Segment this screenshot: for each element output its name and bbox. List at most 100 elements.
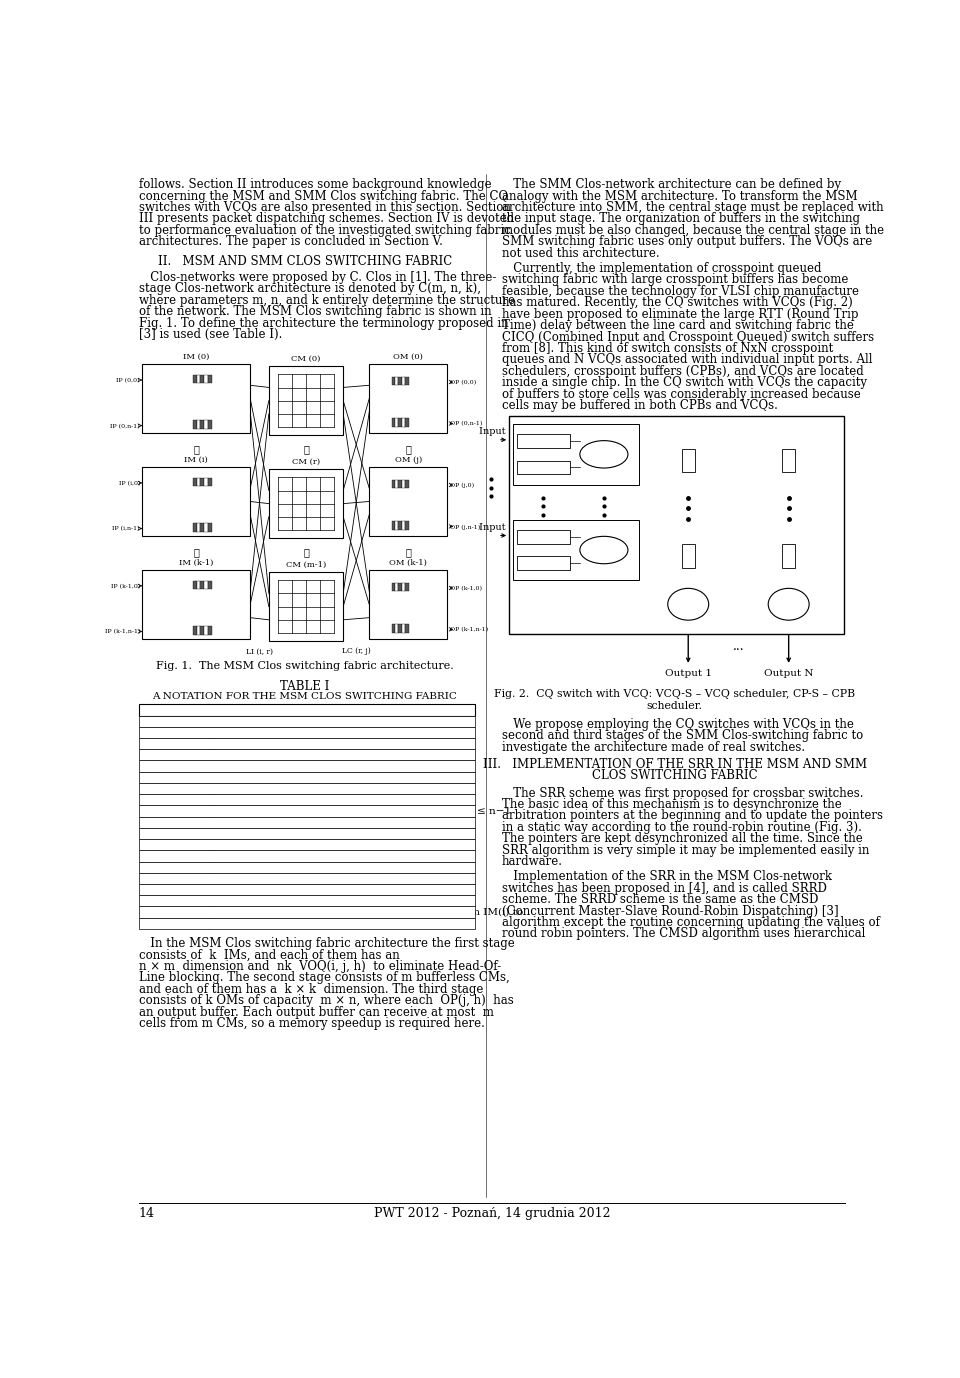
Text: ⋮: ⋮ xyxy=(414,496,419,504)
Bar xyxy=(509,416,844,634)
Bar xyxy=(782,449,796,473)
Text: queues and N VCQs associated with individual input ports. All: queues and N VCQs associated with indivi… xyxy=(502,353,873,367)
Text: where parameters m, n, and k entirely determine the structure: where parameters m, n, and k entirely de… xyxy=(138,294,515,307)
Text: OP (0,0): OP (0,0) xyxy=(449,380,476,384)
Text: A NOTATION FOR THE MSM CLOS SWITCHING FABRIC: A NOTATION FOR THE MSM CLOS SWITCHING FA… xyxy=(153,692,457,701)
Bar xyxy=(398,376,402,386)
Bar xyxy=(395,624,398,633)
Text: OP (j,n-1): OP (j,n-1) xyxy=(449,524,480,529)
Bar xyxy=(138,861,475,872)
Text: In the MSM Clos switching fabric architecture the first stage: In the MSM Clos switching fabric archite… xyxy=(138,937,515,949)
Text: Output 1: Output 1 xyxy=(664,668,711,678)
Text: feasible, because the technology for VLSI chip manufacture: feasible, because the technology for VLS… xyxy=(502,285,858,298)
Text: have been proposed to eliminate the large RTT (Round Trip: have been proposed to eliminate the larg… xyxy=(502,307,858,321)
Bar xyxy=(513,520,639,580)
Bar xyxy=(392,480,395,488)
Text: stage Clos-network architecture is denoted by C(m, n, k),: stage Clos-network architecture is denot… xyxy=(138,282,481,295)
Bar xyxy=(207,524,211,532)
Text: ⋮: ⋮ xyxy=(405,548,411,558)
Bar xyxy=(197,626,201,635)
Bar xyxy=(138,726,475,739)
Bar xyxy=(193,580,197,588)
Text: second and third stages of the SMM Clos-switching fabric to: second and third stages of the SMM Clos-… xyxy=(502,729,863,743)
Text: VCQ-SN: VCQ-SN xyxy=(588,546,620,554)
Text: The (h+1)th input port at IM(i): The (h+1)th input port at IM(i) xyxy=(212,863,376,872)
Text: architectures. The paper is concluded in Section V.: architectures. The paper is concluded in… xyxy=(138,236,443,248)
Text: arbitration pointers at the beginning and to update the pointers: arbitration pointers at the beginning an… xyxy=(502,809,882,823)
Text: LC (r, j): LC (r, j) xyxy=(342,648,371,656)
Bar xyxy=(402,521,405,529)
Bar xyxy=(370,570,447,639)
Bar xyxy=(142,467,251,536)
Bar xyxy=(398,624,402,633)
Text: IP (i,0): IP (i,0) xyxy=(119,481,140,486)
Text: CM number, where 0 ≤ r ≤ m−1: CM number, where 0 ≤ r ≤ m−1 xyxy=(212,817,384,827)
Text: ⋮: ⋮ xyxy=(303,548,309,558)
Text: Implementation of the SRR in the MSM Clos-network: Implementation of the SRR in the MSM Clo… xyxy=(502,870,831,883)
Bar xyxy=(193,524,197,532)
Ellipse shape xyxy=(580,441,628,469)
Text: OP (0,n-1): OP (0,n-1) xyxy=(449,422,482,427)
Text: ...: ... xyxy=(699,532,710,544)
Bar xyxy=(201,420,204,429)
Text: ⋮: ⋮ xyxy=(414,394,419,401)
Text: Input 1: Input 1 xyxy=(479,427,516,435)
Text: of the network. The MSM Clos switching fabric is shown in: of the network. The MSM Clos switching f… xyxy=(138,306,492,318)
Text: OP(j, h): OP(j, h) xyxy=(141,874,181,883)
Text: n: n xyxy=(141,762,148,770)
Text: Output link at IM(i) that is connected to CM(r): Output link at IM(i) that is connected t… xyxy=(212,885,458,894)
Ellipse shape xyxy=(580,536,628,564)
Bar xyxy=(513,424,639,485)
Text: II.   MSM AND SMM CLOS SWITCHING FABRIC: II. MSM AND SMM CLOS SWITCHING FABRIC xyxy=(157,255,452,267)
Bar xyxy=(405,376,409,386)
Text: [3] is used (see Table I).: [3] is used (see Table I). xyxy=(138,328,282,342)
Text: The (i+1)th input module: The (i+1)th input module xyxy=(212,830,347,838)
Bar xyxy=(398,583,402,591)
Text: Output link at CM(r) that is connected to OM(j): Output link at CM(r) that is connected t… xyxy=(212,896,463,905)
Text: consists of k OMs of capacity  m × n, where each  OP(j, h)  has: consists of k OMs of capacity m × n, whe… xyxy=(138,995,514,1007)
Text: IP(i, h): IP(i, h) xyxy=(141,863,178,872)
Text: round robin pointers. The CMSD algorithm uses hierarchical: round robin pointers. The CMSD algorithm… xyxy=(502,927,865,941)
Text: OP (j,0): OP (j,0) xyxy=(449,482,473,488)
Text: ⋮: ⋮ xyxy=(158,496,163,504)
Text: (Concurrent Master-Slave Round-Robin Dispatching) [3]: (Concurrent Master-Slave Round-Robin Dis… xyxy=(502,904,838,918)
Bar xyxy=(516,434,569,448)
Text: ⋮: ⋮ xyxy=(200,394,204,401)
Bar xyxy=(193,478,197,486)
Text: III.   IMPLEMENTATION OF THE SRR IN THE MSM AND SMM: III. IMPLEMENTATION OF THE SRR IN THE MS… xyxy=(483,758,867,770)
Text: VOQ(i,k-1,n-1): VOQ(i,k-1,n-1) xyxy=(145,524,187,528)
Text: r: r xyxy=(141,817,147,827)
Text: PWT 2012 - Poznań, 14 grudnia 2012: PWT 2012 - Poznań, 14 grudnia 2012 xyxy=(373,1207,611,1221)
Bar xyxy=(682,449,695,473)
Bar xyxy=(398,418,402,427)
Bar xyxy=(138,907,475,918)
Text: from [8]. This kind of switch consists of NxN crosspoint: from [8]. This kind of switch consists o… xyxy=(502,342,833,356)
Bar xyxy=(395,376,398,386)
Text: algorithm except the routine concerning updating the values of: algorithm except the routine concerning … xyxy=(502,916,879,929)
Text: IM (k-1): IM (k-1) xyxy=(180,558,213,566)
Text: analogy with the MSM architecture. To transform the MSM: analogy with the MSM architecture. To tr… xyxy=(502,190,857,203)
Bar xyxy=(516,531,569,543)
Text: VCQN1: VCQN1 xyxy=(529,533,558,542)
Bar xyxy=(370,467,447,536)
Text: i: i xyxy=(141,784,145,794)
Text: Input module at the first stage: Input module at the first stage xyxy=(212,717,373,726)
Text: follows. Section II introduces some background knowledge: follows. Section II introduces some back… xyxy=(138,178,492,192)
Text: IM (0): IM (0) xyxy=(183,353,209,361)
Bar xyxy=(138,850,475,861)
Text: CP-SN: CP-SN xyxy=(775,601,803,608)
Text: Central module at the second stage: Central module at the second stage xyxy=(212,728,399,737)
Bar xyxy=(402,376,405,386)
Bar xyxy=(138,750,475,761)
Text: ⋮: ⋮ xyxy=(158,599,163,608)
Bar xyxy=(201,478,204,486)
Text: Input/output port number in IM/OM, where 0 ≤ h ≤ n−1: Input/output port number in IM/OM, where… xyxy=(212,806,512,816)
Bar xyxy=(405,583,409,591)
Text: IM: IM xyxy=(141,717,156,726)
Text: ⋮: ⋮ xyxy=(540,451,545,459)
Bar xyxy=(197,375,201,383)
Bar xyxy=(392,418,395,427)
Text: h: h xyxy=(141,806,148,816)
Text: in a static way according to the round-robin routine (Fig. 3).: in a static way according to the round-r… xyxy=(502,821,861,834)
Bar xyxy=(269,367,343,435)
